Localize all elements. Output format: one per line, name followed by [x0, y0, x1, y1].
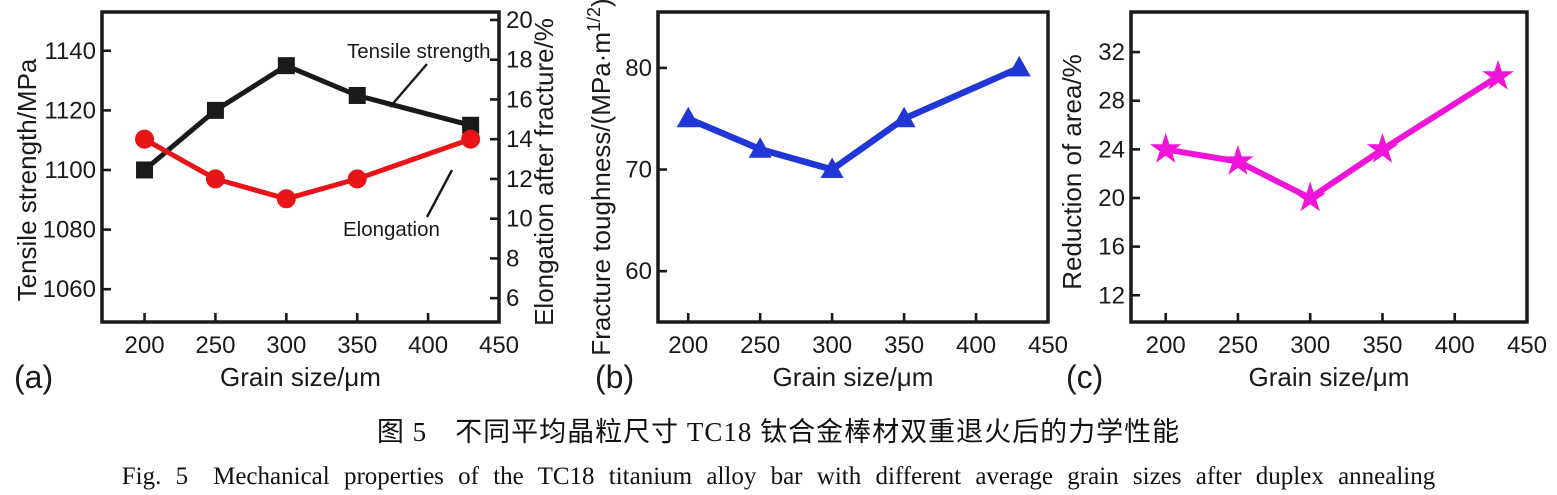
y-tick-label: 28 [1098, 88, 1125, 115]
y-tick-label: 80 [625, 55, 652, 82]
filled-circle-marker [347, 169, 367, 189]
caption-chinese: 图 5 不同平均晶粒尺寸 TC18 钛合金棒材双重退火后的力学性能 [376, 417, 1181, 447]
figure-caption: 图 5 不同平均晶粒尺寸 TC18 钛合金棒材双重退火后的力学性能 Fig. 5… [0, 410, 1557, 492]
x-tick-label: 300 [812, 332, 852, 359]
x-tick-label: 450 [1507, 332, 1547, 359]
x-tick-label: 450 [479, 332, 519, 359]
x-tick-label: 200 [1146, 332, 1186, 359]
plot-frame-a [100, 10, 501, 324]
x-tick-label: 250 [195, 332, 235, 359]
x-axis-title-b: Grain size/μm [773, 362, 934, 392]
filled-circle-marker [205, 169, 225, 189]
filled-circle-marker [135, 129, 155, 149]
plot-frame-b [656, 10, 1050, 324]
y-tick-label: 1120 [44, 97, 96, 124]
y-tick-label: 70 [625, 157, 652, 184]
y-tick-label: 60 [625, 258, 652, 285]
y-tick-label: 20 [1098, 185, 1125, 212]
x-tick-label: 400 [408, 332, 448, 359]
annotation-leader [425, 169, 454, 218]
filled-circle-marker [461, 129, 481, 149]
filled-square-marker [462, 116, 480, 134]
x-tick-label: 450 [1028, 332, 1068, 359]
filled-star-marker [1482, 59, 1514, 90]
x-tick-label: 200 [668, 332, 708, 359]
filled-star-marker [1294, 181, 1326, 212]
chart-a: 200 250 300 350 400 45010601080110011201140Te… [12, 7, 559, 395]
x-tick-label: 350 [337, 332, 377, 359]
panel-label-c: (c) [1066, 359, 1103, 395]
y-axis-title-right-a: Elongation after fracture/% [529, 18, 559, 326]
filled-square-marker [206, 101, 224, 119]
charts-canvas: 200 250 300 350 400 45010601080110011201140Te… [12, 0, 1547, 395]
x-tick-label: 250 [740, 332, 780, 359]
x-axis-title-c: Grain size/μm [1249, 362, 1410, 392]
x-tick-label: 350 [884, 332, 924, 359]
annotation-label: Tensile strength [347, 40, 491, 63]
filled-triangle-marker [676, 106, 700, 128]
y-axis-title-b: Fracture toughness/(MPa·m1/2) [584, 0, 616, 356]
y-tick-label: 24 [1098, 136, 1125, 163]
plot-frame-c [1129, 10, 1529, 324]
x-tick-label: 400 [956, 332, 996, 359]
filled-star-marker [1222, 145, 1254, 175]
y-tick-label: 10 [506, 206, 533, 233]
y-tick-label: 6 [506, 285, 519, 312]
annotation-label: Elongation [343, 218, 440, 241]
x-tick-label: 300 [1290, 332, 1330, 359]
chart-c: 200 250 300 350 400 450 12 16 20 24 28 32 Reduction … [1057, 10, 1547, 395]
y-tick-label: 1060 [43, 276, 96, 303]
series-line-c-0 [1165, 73, 1500, 201]
filled-triangle-marker [748, 137, 772, 158]
annotation-leader [389, 63, 428, 108]
x-tick-label: 300 [266, 332, 306, 359]
panel-label-b: (b) [595, 359, 634, 395]
filled-star-marker [1366, 132, 1399, 163]
x-tick-label: 250 [1218, 332, 1258, 359]
filled-square-marker [136, 161, 154, 179]
filled-triangle-marker [1007, 55, 1031, 77]
filled-square-marker [348, 86, 366, 104]
x-axis-title-a: Grain size/μm [220, 362, 381, 392]
x-tick-label: 200 [125, 332, 165, 359]
caption-english: Fig. 5 Mechanical properties of the TC18… [121, 463, 1436, 490]
y-tick-label: 1080 [43, 217, 96, 244]
x-tick-label: 350 [1362, 332, 1402, 359]
filled-circle-marker [276, 189, 296, 209]
y-tick-label: 8 [506, 245, 519, 272]
y-tick-label: 12 [506, 166, 533, 193]
filled-square-marker [277, 57, 295, 75]
filled-star-marker [1150, 132, 1182, 163]
y-axis-title-a: Tensile strength/MPa [12, 58, 42, 301]
y-tick-label: 20 [506, 7, 533, 34]
y-axis-title-c: Reduction of area/% [1057, 54, 1087, 290]
chart-b: 200 250 300 350 400 450 60 70 80 Fracture toughne… [584, 0, 1068, 395]
y-tick-label: 16 [1098, 234, 1125, 261]
filled-triangle-marker [820, 157, 844, 179]
y-tick-label: 16 [506, 86, 533, 113]
x-tick-label: 400 [1435, 332, 1475, 359]
filled-triangle-marker [892, 106, 916, 128]
y-tick-label: 1100 [44, 157, 96, 184]
panel-label-a: (a) [14, 359, 53, 395]
series-line-b-0 [686, 64, 1021, 173]
series-line-a-1 [143, 136, 472, 202]
y-tick-label: 32 [1098, 39, 1125, 66]
y-tick-label: 14 [506, 126, 533, 153]
y-tick-label: 12 [1098, 282, 1125, 309]
y-tick-label: 1140 [44, 38, 96, 65]
y-tick-label: 18 [506, 47, 533, 74]
